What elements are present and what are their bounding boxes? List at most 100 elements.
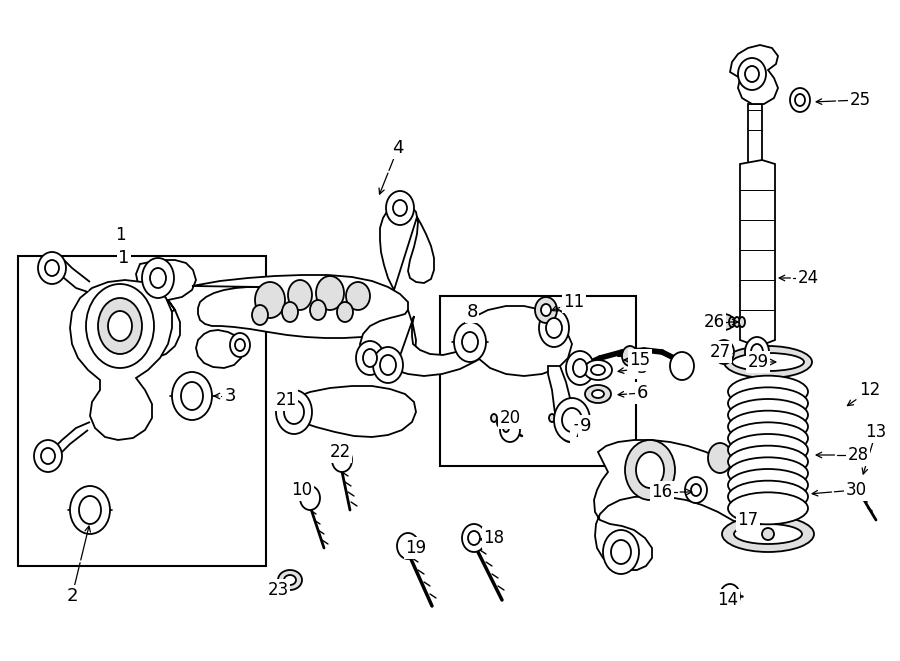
- Ellipse shape: [739, 317, 745, 327]
- Text: 4: 4: [392, 139, 404, 157]
- Ellipse shape: [691, 484, 701, 496]
- Polygon shape: [594, 440, 780, 570]
- Ellipse shape: [310, 300, 326, 320]
- Ellipse shape: [611, 540, 631, 564]
- Ellipse shape: [670, 352, 694, 380]
- Ellipse shape: [720, 584, 740, 608]
- Text: 1: 1: [114, 226, 125, 244]
- Polygon shape: [360, 310, 416, 372]
- Text: 2: 2: [67, 587, 77, 605]
- Text: 21: 21: [275, 391, 297, 409]
- Ellipse shape: [497, 419, 503, 427]
- Ellipse shape: [745, 337, 769, 367]
- Polygon shape: [278, 386, 416, 437]
- Ellipse shape: [625, 440, 675, 500]
- Text: 8: 8: [466, 303, 478, 321]
- Ellipse shape: [738, 58, 766, 90]
- Ellipse shape: [276, 390, 312, 434]
- Ellipse shape: [708, 443, 732, 473]
- Ellipse shape: [108, 311, 132, 341]
- Ellipse shape: [555, 419, 561, 427]
- Ellipse shape: [751, 344, 763, 360]
- Polygon shape: [54, 256, 90, 292]
- Ellipse shape: [732, 353, 804, 371]
- Text: 25: 25: [850, 91, 870, 109]
- Ellipse shape: [454, 322, 486, 362]
- Text: 26: 26: [704, 313, 725, 331]
- Text: 3: 3: [224, 387, 236, 405]
- Text: 9: 9: [580, 417, 592, 435]
- Text: 11: 11: [563, 293, 585, 311]
- Ellipse shape: [34, 440, 62, 472]
- Ellipse shape: [181, 382, 203, 410]
- Text: 10: 10: [292, 481, 312, 499]
- Text: 18: 18: [483, 529, 505, 547]
- Text: 16: 16: [652, 483, 672, 501]
- Text: 12: 12: [860, 381, 880, 399]
- Ellipse shape: [503, 424, 509, 432]
- Ellipse shape: [386, 191, 414, 225]
- Text: 1: 1: [118, 249, 130, 267]
- Ellipse shape: [332, 448, 352, 472]
- Ellipse shape: [734, 524, 802, 544]
- Text: 14: 14: [717, 591, 739, 609]
- Ellipse shape: [636, 452, 664, 488]
- Ellipse shape: [724, 346, 812, 378]
- Ellipse shape: [41, 448, 55, 464]
- Text: 30: 30: [845, 481, 867, 499]
- Text: 5: 5: [636, 359, 648, 377]
- Ellipse shape: [86, 284, 154, 368]
- Ellipse shape: [397, 533, 419, 559]
- Ellipse shape: [535, 297, 557, 323]
- Text: 15: 15: [629, 351, 651, 369]
- Ellipse shape: [255, 282, 285, 318]
- Ellipse shape: [728, 422, 808, 454]
- Ellipse shape: [541, 304, 551, 316]
- Ellipse shape: [566, 351, 594, 385]
- Ellipse shape: [728, 387, 808, 419]
- Ellipse shape: [393, 200, 407, 216]
- Ellipse shape: [252, 305, 268, 325]
- Polygon shape: [70, 280, 172, 440]
- Ellipse shape: [728, 446, 808, 478]
- Ellipse shape: [603, 530, 639, 574]
- Text: 17: 17: [737, 511, 759, 529]
- Ellipse shape: [288, 280, 312, 310]
- Ellipse shape: [728, 399, 808, 431]
- Text: 23: 23: [267, 581, 289, 599]
- Ellipse shape: [554, 398, 590, 442]
- Ellipse shape: [573, 359, 587, 377]
- Text: 27: 27: [709, 343, 731, 361]
- Polygon shape: [462, 306, 572, 376]
- Polygon shape: [740, 160, 775, 345]
- Ellipse shape: [549, 414, 555, 422]
- Ellipse shape: [462, 332, 478, 352]
- Ellipse shape: [462, 524, 486, 552]
- Ellipse shape: [561, 424, 567, 432]
- Ellipse shape: [278, 570, 302, 590]
- Ellipse shape: [546, 318, 562, 338]
- Ellipse shape: [622, 346, 638, 366]
- Ellipse shape: [235, 339, 245, 351]
- Ellipse shape: [560, 418, 580, 442]
- Ellipse shape: [728, 375, 808, 408]
- Ellipse shape: [98, 298, 142, 354]
- Text: 7: 7: [572, 423, 584, 441]
- Ellipse shape: [539, 309, 569, 347]
- Ellipse shape: [584, 360, 612, 380]
- Ellipse shape: [79, 496, 101, 524]
- Ellipse shape: [592, 390, 604, 398]
- Ellipse shape: [363, 349, 377, 367]
- Ellipse shape: [728, 434, 808, 466]
- Text: 29: 29: [747, 353, 769, 371]
- Ellipse shape: [728, 492, 808, 524]
- Polygon shape: [50, 422, 90, 458]
- Polygon shape: [136, 260, 196, 300]
- Ellipse shape: [742, 500, 754, 516]
- Ellipse shape: [373, 347, 403, 383]
- Ellipse shape: [38, 252, 66, 284]
- Ellipse shape: [685, 477, 707, 503]
- Ellipse shape: [500, 418, 520, 442]
- Text: 22: 22: [329, 443, 351, 461]
- Ellipse shape: [316, 276, 344, 310]
